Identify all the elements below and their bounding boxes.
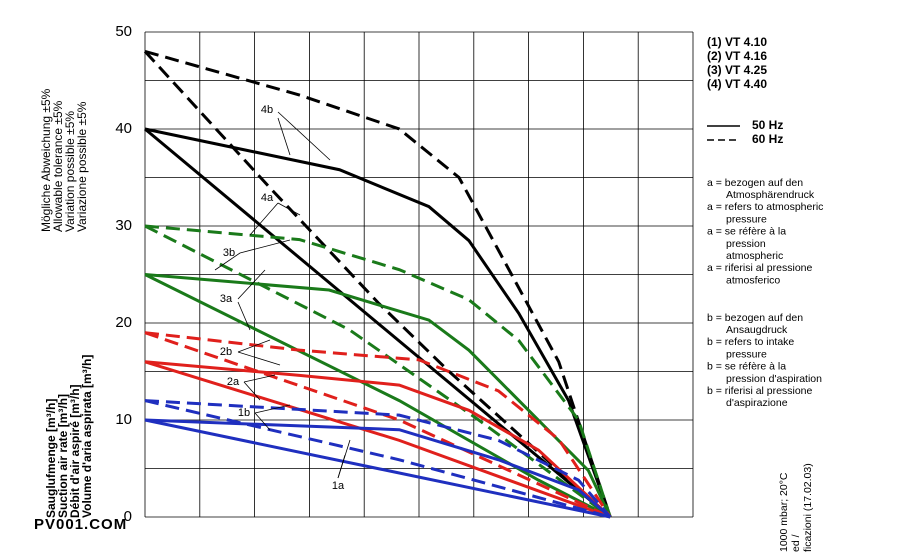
leader-line [237, 301, 251, 331]
curve-label: 3a [220, 293, 233, 305]
leader-line [277, 202, 301, 216]
y-axis-label: Sauglufmenge [m³/h] [44, 399, 58, 518]
note-a: a = bezogen auf den [707, 177, 803, 189]
note-b: Ansaugdruck [726, 324, 788, 336]
curve [144, 49, 612, 518]
leader-line [214, 252, 241, 271]
curve [144, 360, 612, 519]
watermark: PV001.COM [34, 516, 127, 533]
curve-label: 1a [332, 480, 345, 492]
footer-note: ed / [790, 534, 802, 552]
y-tick-label: 30 [115, 217, 132, 234]
leader-line [277, 111, 331, 161]
note-a: Atmosphärendruck [726, 189, 815, 201]
legend-style: 60 Hz [752, 132, 783, 146]
leader-line [243, 374, 276, 383]
note-b: pression d'aspiration [726, 373, 822, 385]
curve [144, 418, 611, 519]
y-axis-label: Suction air rate [m³/h] [56, 394, 70, 518]
leader-line [239, 239, 291, 254]
y-axis-label: Volume d'aria aspirata [m³/h] [80, 355, 94, 518]
y-tick-label: 10 [115, 411, 132, 428]
note-b: d'aspirazione [726, 397, 788, 409]
note-b: b = bezogen auf den [707, 312, 803, 324]
leader-line [237, 339, 271, 353]
leader-line [337, 439, 351, 479]
curve [144, 331, 611, 519]
curve [144, 360, 611, 519]
tolerance-note: Variazione possible ±5% [75, 101, 89, 232]
curve [144, 399, 611, 519]
y-tick-label: 20 [115, 314, 132, 331]
curve [144, 127, 612, 519]
curve [144, 127, 612, 518]
curve-label: 4a [261, 192, 274, 204]
note-b: b = riferisi al pressione [707, 385, 812, 397]
note-a: atmosferico [726, 274, 780, 286]
note-a: a = se réfère à la [707, 226, 786, 238]
leader-line [237, 269, 266, 300]
note-b: b = se réfère à la [707, 361, 786, 373]
footer-note: 1000 mbar; 20°C [778, 472, 790, 552]
curve-label: 1b [238, 407, 250, 419]
note-a: a = refers to atmospheric [707, 201, 823, 213]
leader-line [277, 117, 291, 156]
tolerance-note: Mögliche Abweichung ±5% [39, 88, 53, 232]
legend-entry: (3) VT 4.25 [707, 63, 767, 77]
note-a: a = riferisi al pressione [707, 262, 812, 274]
note-b: b = refers to intake [707, 336, 794, 348]
curve [144, 273, 612, 518]
note-b: pressure [726, 348, 767, 360]
footer-note: ficazioni (17.02.03) [802, 463, 814, 552]
curve [144, 418, 612, 519]
y-tick-label: 0 [124, 508, 132, 525]
legend-style: 50 Hz [752, 118, 783, 132]
leader-line [249, 202, 279, 236]
y-tick-label: 40 [115, 120, 132, 137]
curve-label: 3b [223, 247, 235, 259]
curve [144, 273, 611, 519]
curve [144, 224, 612, 519]
leader-line [237, 351, 281, 366]
tolerance-note: Allowable tolerance ±5% [51, 100, 65, 232]
legend-entry: (2) VT 4.16 [707, 49, 767, 63]
tolerance-note: Variation possible ±5% [63, 111, 77, 232]
note-a: atmospheric [726, 250, 783, 262]
curve [144, 399, 612, 518]
y-tick-label: 50 [115, 23, 132, 40]
note-a: pression [726, 238, 766, 250]
curve [144, 224, 612, 518]
y-axis-label: Débit d'air aspiré [m³/h] [68, 384, 82, 518]
leader-line [254, 404, 291, 414]
leader-line [254, 412, 271, 431]
leader-line [243, 381, 261, 401]
legend-entry: (4) VT 4.40 [707, 77, 767, 91]
curve-label: 2b [220, 346, 232, 358]
curve-label: 4b [261, 104, 273, 116]
curve-label: 2a [227, 376, 240, 388]
legend-entry: (1) VT 4.10 [707, 35, 767, 49]
curve [144, 331, 612, 518]
note-a: pressure [726, 213, 767, 225]
